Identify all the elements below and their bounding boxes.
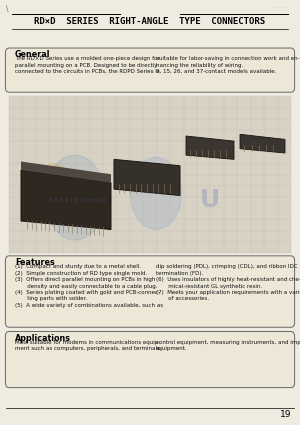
FancyBboxPatch shape	[5, 256, 295, 327]
Text: Э Л Е К Т Р О Н Н Ы Х: Э Л Е К Т Р О Н Н Ы Х	[50, 198, 106, 203]
Text: Features: Features	[15, 258, 55, 267]
Text: The RD×D Series use a molded one-piece design for
parallel mounting on a PCB. De: The RD×D Series use a molded one-piece d…	[15, 56, 160, 74]
Polygon shape	[21, 162, 111, 183]
Text: General: General	[15, 50, 50, 59]
Text: (1)  Compact and sturdy due to a metal shell.
(2)  Simple construction of RD typ: (1) Compact and sturdy due to a metal sh…	[15, 264, 163, 308]
FancyBboxPatch shape	[5, 332, 295, 388]
Text: suitable for labor-saving in connection work and en-
hancing the reliability of : suitable for labor-saving in connection …	[156, 56, 300, 74]
Circle shape	[36, 164, 72, 215]
Text: \: \	[6, 4, 9, 13]
Polygon shape	[186, 136, 234, 159]
Text: U: U	[200, 188, 220, 212]
Text: Applications: Applications	[15, 334, 71, 343]
Text: dip soldering (PDL), crimping (CDL), and ribbon IDC
termination (FD).
(6)  Uses : dip soldering (PDL), crimping (CDL), and…	[156, 264, 300, 301]
Text: control equipment, measuring instruments, and import
equipment.: control equipment, measuring instruments…	[156, 340, 300, 351]
Polygon shape	[114, 159, 180, 196]
Text: Most suitable for modems in communications equip-
ment such as computers, periph: Most suitable for modems in communicatio…	[15, 340, 162, 351]
Text: . . . .: . . . .	[274, 4, 288, 9]
Circle shape	[130, 157, 182, 230]
Circle shape	[45, 155, 105, 240]
FancyBboxPatch shape	[9, 96, 291, 253]
FancyBboxPatch shape	[5, 48, 295, 92]
Text: RD×D  SERIES  RIGHT-ANGLE  TYPE  CONNECTORS: RD×D SERIES RIGHT-ANGLE TYPE CONNECTORS	[34, 17, 266, 26]
Polygon shape	[240, 134, 285, 153]
Polygon shape	[21, 170, 111, 230]
Text: 19: 19	[280, 410, 291, 419]
